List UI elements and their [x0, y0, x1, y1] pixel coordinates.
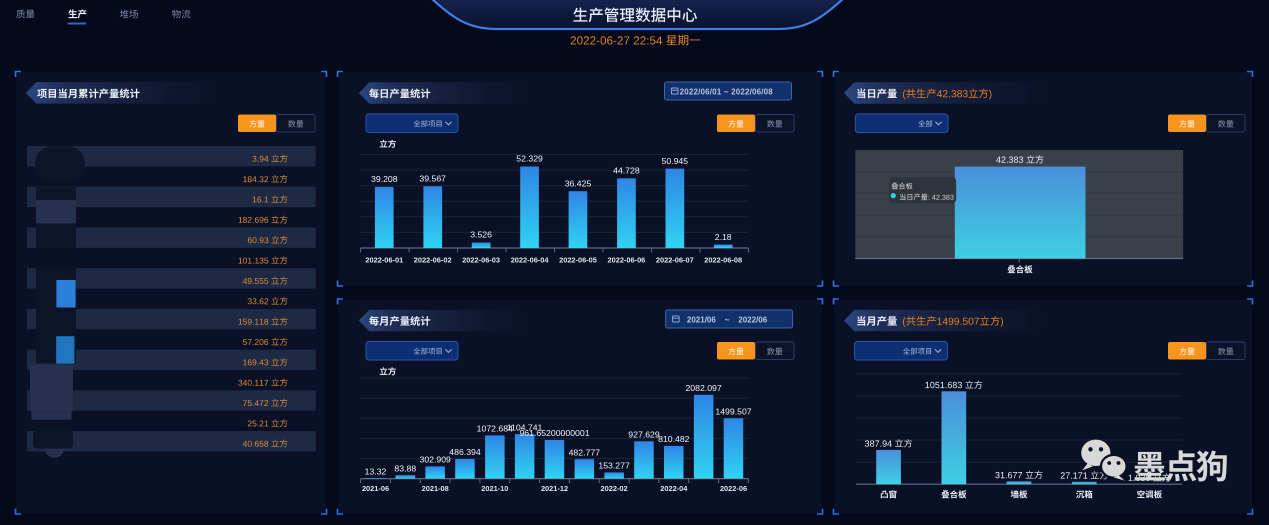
svg-text:2022-06-03: 2022-06-03 — [462, 255, 500, 264]
svg-text:2022-06-01: 2022-06-01 — [365, 255, 403, 264]
svg-text:50.945: 50.945 — [662, 156, 689, 166]
svg-text:2022-02: 2022-02 — [601, 484, 628, 493]
svg-text:13.32: 13.32 — [365, 466, 387, 476]
svg-text:482.777: 482.777 — [569, 447, 601, 457]
svg-text:1499.507: 1499.507 — [715, 407, 751, 417]
svg-text:302.909: 302.909 — [419, 455, 451, 465]
svg-text:927.629: 927.629 — [628, 430, 660, 440]
svg-text:810.482: 810.482 — [658, 434, 690, 444]
svg-text:44.728: 44.728 — [613, 166, 640, 176]
svg-text:2022-06-02: 2022-06-02 — [414, 255, 452, 264]
svg-text:2021-06: 2021-06 — [362, 484, 389, 493]
svg-text:2022-06: 2022-06 — [720, 484, 747, 493]
svg-text:961.65200000001: 961.65200000001 — [519, 428, 589, 438]
svg-text:3.526: 3.526 — [470, 230, 492, 240]
svg-text:1072.684: 1072.684 — [477, 424, 513, 434]
svg-text:2021/06 ~ 2022/06: 2021/06 ~ 2022/06 — [687, 316, 768, 325]
svg-text:2.18: 2.18 — [715, 232, 732, 242]
svg-text:1104.741: 1104.741 — [507, 422, 543, 432]
svg-text:486.394: 486.394 — [449, 447, 481, 457]
svg-text:39.567: 39.567 — [419, 174, 446, 184]
svg-text:39.208: 39.208 — [371, 174, 398, 184]
svg-text:52.329: 52.329 — [516, 154, 543, 164]
svg-text:2022/06/01 ~ 2022/06/08: 2022/06/01 ~ 2022/06/08 — [680, 88, 774, 97]
svg-text:2022-06-07: 2022-06-07 — [656, 255, 694, 264]
svg-text:83.88: 83.88 — [394, 463, 416, 473]
svg-text:2021-10: 2021-10 — [481, 484, 508, 493]
svg-text:2022-06-05: 2022-06-05 — [559, 255, 597, 264]
svg-text:36.425: 36.425 — [565, 178, 592, 188]
svg-text:2022-04: 2022-04 — [660, 484, 688, 493]
svg-text:2022-06-08: 2022-06-08 — [704, 255, 742, 264]
svg-text:2021-08: 2021-08 — [422, 484, 449, 493]
svg-text:2022-06-06: 2022-06-06 — [607, 255, 645, 264]
svg-text:2021-12: 2021-12 — [541, 484, 568, 493]
svg-text:2022-06-04: 2022-06-04 — [511, 255, 550, 264]
svg-text:153.277: 153.277 — [598, 461, 630, 471]
svg-text:2082.097: 2082.097 — [685, 383, 721, 393]
